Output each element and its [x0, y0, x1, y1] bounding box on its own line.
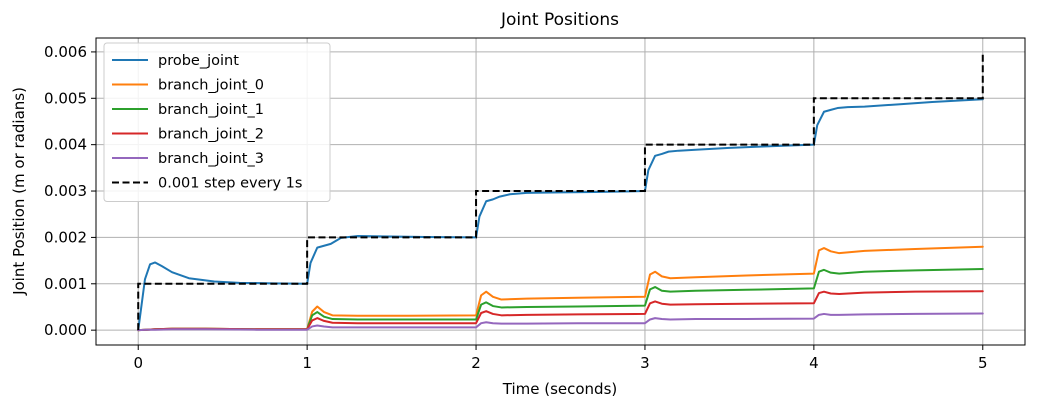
x-tick-label: 2 [471, 354, 481, 372]
legend: probe_joint branch_joint_0 branch_joint_1b… [103, 42, 331, 202]
legend-label: 0.001 step every 1s [158, 176, 302, 192]
legend-box [103, 42, 331, 202]
y-tick-label: 0.004 [44, 136, 87, 154]
axis-ticks: 0 1 2 3 4 5 0.000 0.001 0.002 0.003 0.004 0.005 0.00… [44, 43, 987, 372]
x-tick-label: 3 [640, 354, 650, 372]
y-tick-label: 0.006 [44, 43, 87, 61]
series-line-2 [137, 267, 984, 332]
y-tick-label: 0.001 [44, 275, 87, 293]
plot-series [137, 51, 984, 332]
series-line-4 [137, 312, 984, 332]
plot-frame [95, 37, 1026, 346]
series-line-1 [137, 245, 984, 332]
y-axis-label: Joint Position (m or radians) [10, 87, 28, 296]
y-tick-label: 0.002 [44, 228, 87, 246]
x-tick-label: 5 [978, 354, 988, 372]
chart-title: Joint Positions [500, 10, 619, 30]
legend-label: probe_joint [158, 53, 239, 69]
legend-label: branch_joint_3 [158, 151, 264, 167]
x-axis-label: Time (seconds) [502, 380, 618, 398]
x-tick-label: 1 [302, 354, 312, 372]
x-tick-label: 0 [133, 354, 143, 372]
legend-label: branch_joint_1 [158, 102, 264, 118]
y-tick-label: 0.005 [44, 89, 87, 107]
legend-label: branch_joint_2 [158, 127, 264, 143]
series-line-0 [137, 98, 984, 332]
y-tick-label: 0.000 [44, 321, 87, 339]
y-tick-label: 0.003 [44, 182, 87, 200]
x-tick-label: 4 [809, 354, 819, 372]
legend-label: branch_joint_0 [158, 78, 264, 94]
series-line-5 [137, 51, 984, 331]
